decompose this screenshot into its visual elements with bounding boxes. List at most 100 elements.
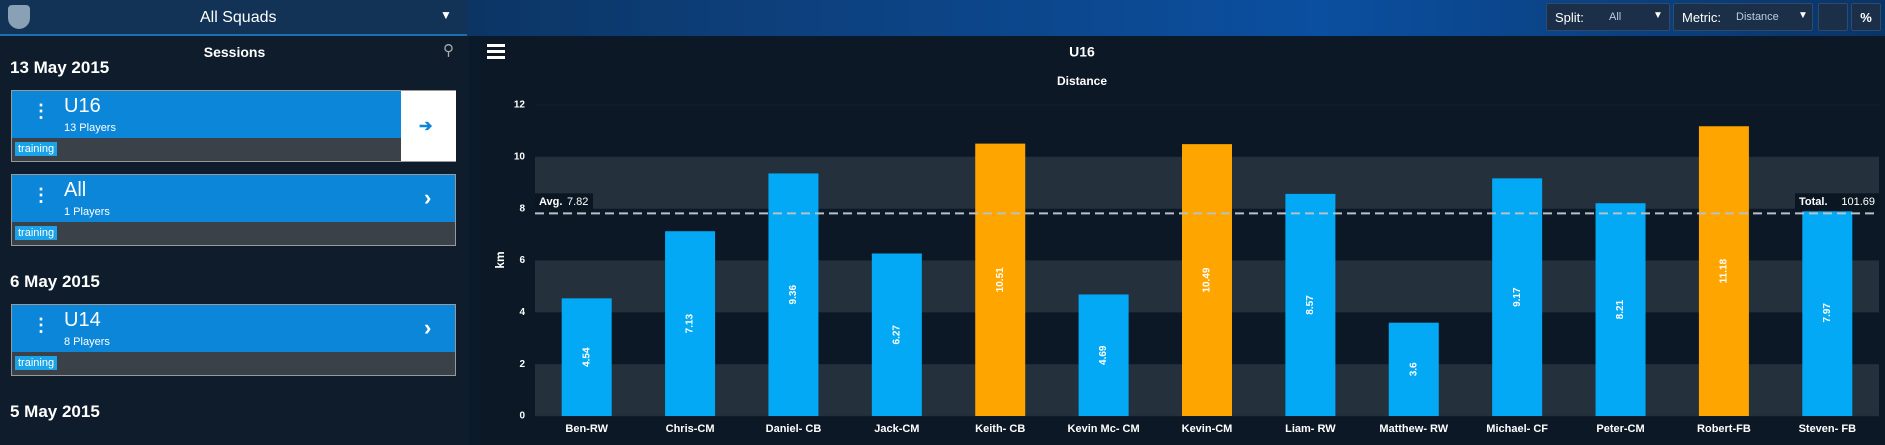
session-header bbox=[12, 91, 455, 138]
kebab-icon: ⋮ bbox=[32, 101, 50, 121]
avg-label: Avg. bbox=[539, 196, 562, 208]
avg-box bbox=[535, 193, 593, 212]
caret: ▼ bbox=[1798, 10, 1808, 21]
bar bbox=[561, 298, 612, 416]
bar-value-label: 8.57 bbox=[1305, 295, 1316, 315]
percent-button[interactable]: % bbox=[1851, 3, 1881, 31]
session-name: U14 bbox=[64, 309, 101, 331]
x-tick-label: Kevin Mc- CM bbox=[1068, 423, 1140, 435]
bar bbox=[1285, 193, 1336, 416]
chart-button[interactable] bbox=[1818, 3, 1848, 31]
bar-value-label: 8.21 bbox=[1615, 299, 1626, 319]
bar bbox=[871, 253, 922, 416]
avg-value: 7.82 bbox=[567, 196, 588, 208]
open-arrow[interactable]: ➔ bbox=[419, 118, 433, 135]
bar-value-label: 10.51 bbox=[995, 267, 1006, 292]
sidebar: Sessions ⚲ 13 May 2015 ⋮ U16 13 Players trai… bbox=[0, 36, 469, 445]
open-arrow[interactable]: › bbox=[424, 185, 432, 210]
date-heading: 13 May 2015 bbox=[10, 58, 110, 77]
session-header bbox=[12, 305, 455, 352]
x-tick-label: Michael- CF bbox=[1486, 423, 1548, 435]
logo bbox=[8, 5, 30, 29]
menu-icon bbox=[487, 50, 505, 53]
bar bbox=[1698, 126, 1749, 417]
bar bbox=[1595, 203, 1646, 416]
bar bbox=[665, 231, 716, 416]
chart: U16 Distance km 0 2 4 6 8 10 12 4.54 Ben-RW 7.13 C… bbox=[487, 44, 1879, 435]
total-box bbox=[1795, 193, 1879, 212]
x-tick-label: Chris-CM bbox=[666, 423, 715, 435]
y-tick-label: 10 bbox=[514, 151, 526, 162]
bar bbox=[1182, 144, 1232, 416]
session-name: All bbox=[64, 179, 87, 201]
kebab-icon: ⋮ bbox=[32, 185, 50, 205]
bar bbox=[1078, 294, 1129, 416]
x-tick-label: Liam- RW bbox=[1285, 423, 1336, 435]
kebab-icon: ⋮ bbox=[32, 315, 50, 335]
bar-value-label: 9.17 bbox=[1512, 287, 1523, 307]
session-players: 8 Players bbox=[64, 336, 110, 348]
caret: ▼ bbox=[440, 8, 452, 22]
bar-value-label: 7.13 bbox=[685, 313, 696, 333]
x-tick-label: Jack-CM bbox=[874, 423, 919, 435]
x-tick-label: Keith- CB bbox=[975, 423, 1025, 435]
search-icon[interactable]: ⚲ bbox=[443, 42, 454, 59]
y-tick-label: 0 bbox=[519, 411, 525, 422]
x-tick-label: Peter-CM bbox=[1596, 423, 1644, 435]
menu-icon[interactable] bbox=[487, 44, 505, 47]
bar-value-label: 9.36 bbox=[788, 285, 799, 305]
bar bbox=[1802, 209, 1853, 416]
metric-value: Distance bbox=[1736, 11, 1779, 23]
y-tick-label: 2 bbox=[519, 359, 525, 370]
top-bar: All Squads ▼ Split: All ▼ Metric: Distan… bbox=[0, 0, 1885, 36]
bar-value-label: 7.97 bbox=[1822, 303, 1833, 323]
session-tag: training bbox=[15, 226, 58, 240]
selected-arrow-area bbox=[401, 91, 456, 161]
bar-value-label: 3.6 bbox=[1408, 362, 1419, 376]
chart-subtitle: Distance bbox=[1057, 74, 1107, 88]
squad-select[interactable]: All Squads ▼ bbox=[0, 0, 467, 36]
session-players: 13 Players bbox=[64, 122, 116, 134]
x-tick-label: Steven- FB bbox=[1799, 423, 1857, 435]
y-tick-label: 6 bbox=[519, 255, 525, 266]
session-card[interactable]: ⋮ U16 13 Players training ➔ bbox=[11, 90, 456, 162]
open-arrow[interactable]: › bbox=[424, 315, 432, 340]
session-name: U16 bbox=[64, 95, 101, 117]
bar-value-label: 4.54 bbox=[581, 347, 592, 367]
bar-value-label: 10.49 bbox=[1202, 267, 1213, 292]
y-axis-label: km bbox=[493, 251, 507, 268]
session-card[interactable]: ⋮ U14 8 Players training › bbox=[11, 304, 456, 376]
bar bbox=[975, 143, 1026, 416]
total-value: 101.69 bbox=[1841, 196, 1875, 208]
bar-value-label: 11.18 bbox=[1719, 258, 1730, 283]
x-tick-label: Robert-FB bbox=[1697, 423, 1751, 435]
y-tick-label: 4 bbox=[519, 307, 525, 318]
date-heading: 6 May 2015 bbox=[10, 272, 100, 291]
y-tick-label: 8 bbox=[519, 203, 525, 214]
y-tick-label: 12 bbox=[514, 100, 526, 111]
chart-title: U16 bbox=[1069, 44, 1095, 60]
date-heading: 5 May 2015 bbox=[10, 402, 100, 421]
session-header bbox=[12, 175, 455, 222]
bar-value-label: 6.27 bbox=[891, 325, 902, 345]
split-select[interactable]: Split: All ▼ bbox=[1546, 3, 1670, 31]
x-tick-label: Daniel- CB bbox=[766, 423, 822, 435]
bar-value-label: 4.69 bbox=[1098, 345, 1109, 365]
x-tick-label: Matthew- RW bbox=[1379, 423, 1448, 435]
sidebar-title: Sessions bbox=[203, 44, 266, 60]
split-value: All bbox=[1609, 11, 1622, 23]
session-tag: training bbox=[15, 356, 58, 370]
chart-panel: U16 Distance km 0 2 4 6 8 10 12 4.54 Ben-RW 7.13 C… bbox=[481, 38, 1885, 445]
menu-icon bbox=[487, 56, 505, 59]
metric-label: Metric: bbox=[1682, 10, 1721, 25]
squad-label: All Squads bbox=[200, 9, 277, 26]
caret: ▼ bbox=[1653, 10, 1663, 21]
metric-select[interactable]: Metric: Distance ▼ bbox=[1673, 3, 1813, 31]
bar bbox=[1388, 322, 1439, 416]
session-card[interactable]: ⋮ All 1 Players training › bbox=[11, 174, 456, 246]
x-tick-label: Ben-RW bbox=[565, 423, 608, 435]
total-label: Total. bbox=[1799, 196, 1828, 208]
split-label: Split: bbox=[1555, 10, 1584, 25]
session-players: 1 Players bbox=[64, 206, 110, 218]
